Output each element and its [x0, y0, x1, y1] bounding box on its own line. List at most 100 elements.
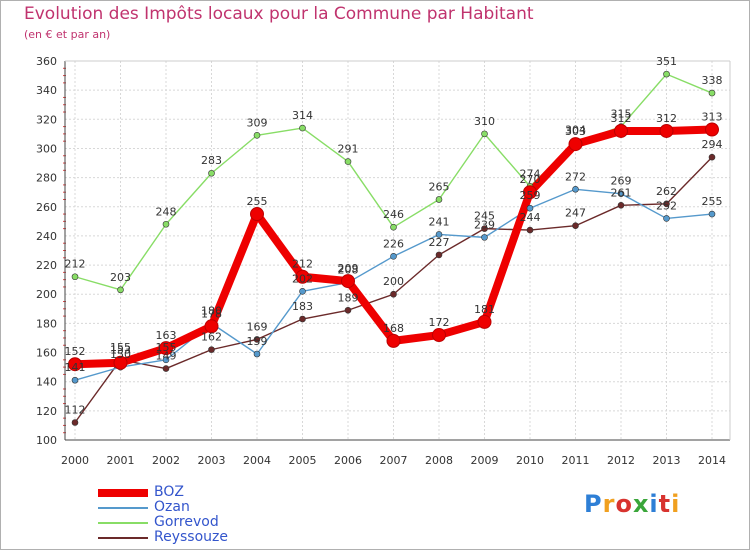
- data-point-gorrevod: [435, 196, 443, 203]
- proxiti-logo: Proxiti: [584, 490, 680, 518]
- data-point-reyssouze: [299, 315, 306, 323]
- data-label-gorrevod: 338: [702, 74, 723, 87]
- data-point-gorrevod: [117, 286, 124, 294]
- data-label-gorrevod: 310: [474, 115, 495, 128]
- data-point-ozan: [162, 356, 170, 364]
- data-label-reyssouze: 244: [520, 211, 541, 224]
- x-tick-label: 2000: [61, 454, 89, 467]
- data-label-gorrevod: 314: [292, 109, 313, 122]
- data-point-gorrevod: [344, 158, 352, 165]
- legend-label: BOZ: [154, 484, 184, 500]
- data-point-gorrevod: [208, 169, 215, 177]
- data-point-gorrevod: [390, 223, 397, 231]
- data-point-ozan: [481, 234, 488, 241]
- data-point-gorrevod: [663, 70, 670, 78]
- data-label-gorrevod: 283: [201, 154, 222, 167]
- data-point-reyssouze: [481, 225, 488, 232]
- legend-label: Reyssouze: [154, 529, 228, 545]
- data-point-ozan: [253, 350, 261, 358]
- y-tick-label: 140: [36, 376, 57, 389]
- data-label-gorrevod: 309: [247, 116, 268, 129]
- legend-swatch: [98, 522, 148, 524]
- data-label-reyssouze: 261: [611, 186, 632, 199]
- data-label-boz: 270: [520, 173, 541, 186]
- data-label-reyssouze: 162: [201, 331, 222, 344]
- data-label-ozan: 180: [201, 304, 222, 317]
- data-label-boz: 163: [156, 329, 177, 342]
- x-tick-label: 2011: [562, 454, 590, 467]
- y-tick-label: 320: [36, 113, 57, 126]
- data-label-gorrevod: 274: [520, 167, 541, 180]
- data-label-boz: 152: [65, 345, 86, 358]
- data-point-ozan: [617, 190, 625, 197]
- data-label-gorrevod: 203: [110, 271, 131, 284]
- data-point-boz: [523, 185, 537, 200]
- data-label-boz: 312: [611, 112, 632, 125]
- data-point-gorrevod: [299, 124, 306, 132]
- logo-letter: t: [658, 490, 672, 518]
- data-point-boz: [295, 269, 310, 284]
- data-point-ozan: [435, 231, 443, 238]
- data-point-reyssouze: [708, 153, 716, 161]
- y-tick-label: 360: [36, 55, 57, 68]
- y-tick-label: 180: [36, 317, 57, 330]
- data-label-boz: 255: [247, 195, 268, 208]
- data-label-gorrevod: 212: [65, 258, 86, 271]
- y-tick-label: 220: [36, 259, 57, 272]
- data-label-gorrevod: 248: [156, 205, 177, 218]
- data-point-boz: [250, 207, 264, 222]
- data-point-reyssouze: [344, 306, 352, 314]
- data-point-reyssouze: [253, 336, 261, 343]
- data-label-reyssouze: 262: [656, 185, 677, 198]
- data-point-gorrevod: [253, 132, 261, 139]
- data-label-reyssouze: 112: [65, 404, 86, 417]
- data-point-boz: [568, 137, 583, 152]
- x-tick-label: 2003: [198, 454, 226, 467]
- data-label-ozan: 141: [65, 361, 86, 374]
- x-tick-label: 2007: [380, 454, 408, 467]
- data-label-reyssouze: 247: [565, 207, 586, 220]
- data-point-ozan: [390, 253, 397, 260]
- y-tick-label: 280: [36, 172, 57, 185]
- y-tick-label: 260: [36, 201, 57, 214]
- data-labels: 2122032482833093142912462653102743043153…: [65, 55, 723, 416]
- data-label-ozan: 202: [292, 272, 313, 285]
- axes: 100 120 140 160 180 200 220 240 260 280 300 320 340 3…: [36, 55, 731, 467]
- logo-letter: i: [649, 490, 659, 518]
- data-point-reyssouze: [390, 290, 397, 298]
- data-label-gorrevod: 265: [429, 180, 450, 193]
- legend-swatch: [98, 507, 148, 509]
- x-tick-label: 2006: [334, 454, 362, 467]
- data-label-ozan: 255: [702, 195, 723, 208]
- data-point-gorrevod: [162, 220, 170, 228]
- data-label-reyssouze: 155: [110, 341, 131, 354]
- data-label-gorrevod: 304: [565, 124, 586, 137]
- data-point-reyssouze: [663, 200, 670, 208]
- data-point-boz: [614, 123, 628, 138]
- logo-letter: i: [671, 490, 681, 518]
- data-point-boz: [159, 341, 173, 356]
- x-tick-label: 2001: [107, 454, 135, 467]
- data-point-reyssouze: [162, 365, 170, 372]
- data-label-boz: 181: [474, 303, 495, 316]
- data-label-ozan: 241: [429, 215, 450, 228]
- data-label-ozan: 259: [520, 189, 541, 202]
- x-tick-label: 2013: [653, 454, 681, 467]
- x-tick-label: 2009: [471, 454, 499, 467]
- y-tick-label: 300: [36, 142, 57, 155]
- y-tick-label: 160: [36, 347, 57, 360]
- y-tick-label: 120: [36, 405, 57, 418]
- data-point-reyssouze: [526, 226, 534, 234]
- y-tick-label: 340: [36, 84, 57, 97]
- data-point-boz: [68, 357, 82, 372]
- data-label-ozan: 159: [247, 335, 268, 348]
- data-label-ozan: 252: [656, 199, 677, 212]
- y-tick-label: 200: [36, 288, 57, 301]
- data-label-ozan: 239: [474, 218, 495, 231]
- x-tick-label: 2014: [698, 454, 726, 467]
- x-tick-label: 2002: [152, 454, 180, 467]
- x-tick-label: 2005: [289, 454, 317, 467]
- data-label-reyssouze: 245: [474, 210, 495, 223]
- y-tick-label: 240: [36, 230, 57, 243]
